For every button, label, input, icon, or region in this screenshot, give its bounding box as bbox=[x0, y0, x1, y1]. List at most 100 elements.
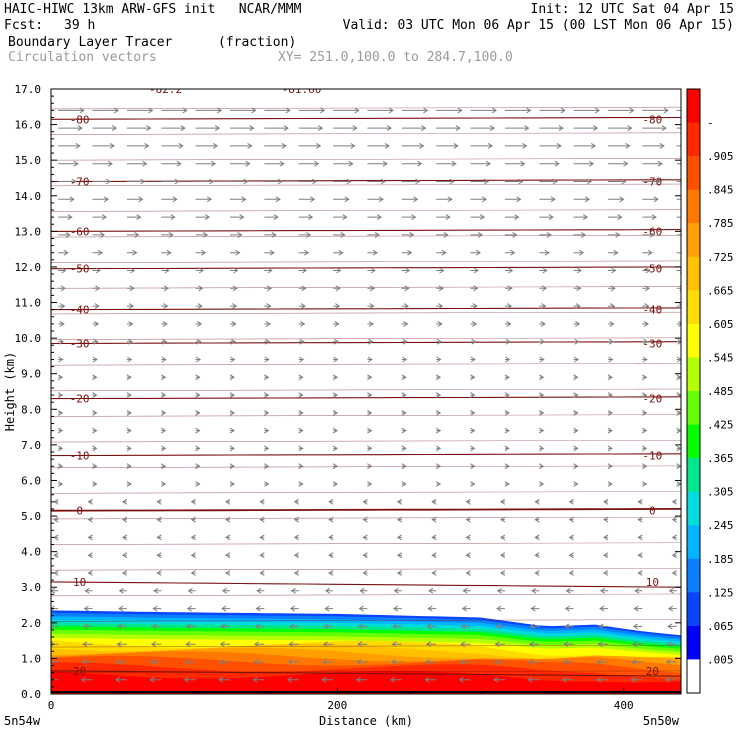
x-tick-label: 200 bbox=[327, 699, 347, 712]
wind-vector bbox=[161, 196, 178, 203]
wind-vector bbox=[608, 249, 619, 256]
wind-vector bbox=[573, 481, 579, 487]
wind-vector bbox=[676, 181, 681, 182]
wind-vector bbox=[87, 534, 93, 541]
wind-vector bbox=[568, 570, 574, 576]
wind-vector bbox=[230, 178, 249, 185]
contour-minor bbox=[51, 311, 681, 315]
contour-line bbox=[51, 116, 681, 120]
wind-vector bbox=[53, 516, 59, 523]
wind-vector bbox=[57, 463, 64, 470]
wind-vector bbox=[322, 641, 334, 648]
wind-vector bbox=[183, 676, 196, 683]
wind-vector bbox=[504, 338, 511, 345]
wind-vector bbox=[465, 570, 471, 576]
contour-minor bbox=[51, 132, 681, 135]
contour-minor bbox=[51, 568, 681, 571]
wind-vector bbox=[195, 320, 203, 327]
wind-vector bbox=[161, 107, 188, 114]
wind-vector bbox=[362, 516, 368, 523]
wind-vector bbox=[539, 160, 560, 167]
wind-vector bbox=[195, 267, 205, 274]
wind-vector bbox=[126, 320, 134, 327]
wind-vector bbox=[126, 249, 138, 256]
wind-vector bbox=[151, 623, 162, 630]
wind-vector bbox=[355, 676, 368, 683]
wind-vector bbox=[161, 409, 167, 416]
wind-vector bbox=[92, 374, 98, 381]
wind-vector bbox=[504, 356, 511, 363]
wind-vector bbox=[436, 231, 449, 238]
y-tick-label: 0.0 bbox=[21, 688, 41, 701]
wind-vector bbox=[161, 160, 182, 167]
wind-vector bbox=[58, 178, 77, 185]
wind-vector bbox=[573, 463, 579, 470]
wind-vector bbox=[323, 623, 334, 630]
wind-vector bbox=[504, 142, 528, 149]
y-axis-title: Height (km) bbox=[3, 352, 17, 431]
wind-vector bbox=[58, 125, 83, 132]
wind-vector bbox=[603, 552, 609, 559]
wind-vector bbox=[504, 249, 516, 256]
wind-vector bbox=[264, 107, 291, 114]
wind-vector bbox=[573, 409, 579, 416]
wind-vector bbox=[431, 552, 437, 559]
wind-vector bbox=[676, 198, 681, 200]
wind-vector bbox=[599, 605, 608, 612]
wind-vector bbox=[225, 570, 231, 576]
y-tick-label: 12.0 bbox=[15, 261, 42, 274]
wind-vector bbox=[642, 160, 663, 167]
colorbar-label: .185 bbox=[707, 553, 734, 566]
wind-vector bbox=[607, 374, 613, 381]
wind-vector bbox=[401, 196, 419, 203]
contour-label: -30 bbox=[70, 337, 90, 350]
wind-vector bbox=[126, 409, 132, 416]
contour-label: -70 bbox=[642, 176, 662, 189]
colorbar-label: - bbox=[707, 117, 714, 130]
y-tick-label: 6.0 bbox=[21, 474, 41, 487]
wind-vector bbox=[630, 676, 643, 683]
wind-vector bbox=[161, 374, 167, 381]
wind-vector bbox=[264, 481, 270, 487]
wind-vector bbox=[573, 125, 599, 132]
wind-vector bbox=[392, 605, 402, 612]
wind-vector bbox=[264, 285, 273, 292]
wind-vector bbox=[642, 303, 650, 310]
wind-vector bbox=[401, 231, 415, 238]
wind-vector bbox=[126, 231, 140, 238]
contour-label: 20 bbox=[73, 665, 86, 678]
wind-vector bbox=[367, 303, 375, 310]
wind-vector bbox=[53, 552, 59, 559]
wind-vector bbox=[58, 142, 81, 149]
contour-line bbox=[51, 581, 681, 588]
wind-vector bbox=[367, 249, 378, 256]
wind-vector bbox=[298, 392, 304, 399]
wind-vector bbox=[357, 623, 368, 630]
wind-vector bbox=[539, 445, 545, 452]
contour-label: 10 bbox=[73, 576, 86, 589]
wind-vector bbox=[229, 427, 235, 434]
wind-vector bbox=[332, 374, 339, 381]
wind-vector bbox=[230, 214, 245, 221]
wind-vector bbox=[631, 659, 643, 665]
wind-vector bbox=[58, 303, 66, 310]
wind-vector bbox=[298, 409, 304, 416]
wind-vector bbox=[161, 303, 169, 310]
colorbar-label: .305 bbox=[707, 486, 734, 499]
wind-vector bbox=[603, 534, 609, 541]
wind-vector bbox=[161, 231, 174, 238]
wind-vector bbox=[230, 356, 236, 363]
wind-vector bbox=[470, 427, 476, 434]
wind-vector bbox=[195, 427, 201, 434]
wind-vector bbox=[190, 498, 196, 505]
wind-vector bbox=[431, 498, 437, 505]
wind-vector bbox=[401, 267, 411, 274]
wind-vector bbox=[573, 338, 580, 345]
wind-vector bbox=[431, 570, 437, 576]
wind-vector bbox=[220, 623, 230, 630]
wind-vector bbox=[632, 623, 643, 630]
wind-vector bbox=[470, 409, 476, 416]
wind-vector bbox=[126, 445, 132, 452]
